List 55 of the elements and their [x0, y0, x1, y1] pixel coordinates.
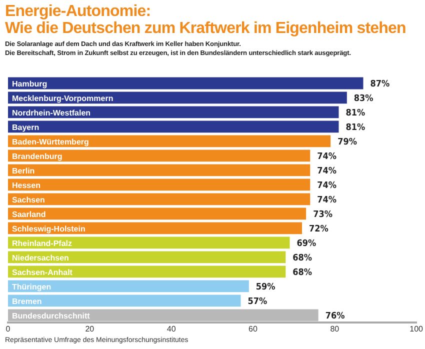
data-label: 83% [354, 94, 374, 104]
bar [8, 309, 318, 322]
y-tick-label: Baden-Württemberg [12, 137, 90, 146]
bar [8, 294, 241, 307]
data-label: 69% [296, 239, 316, 250]
y-tick-label: Bremen [12, 296, 42, 306]
data-label: 68% [292, 268, 312, 278]
bar [8, 120, 339, 133]
data-label: 81% [346, 108, 366, 119]
data-label: 57% [248, 297, 268, 308]
y-tick-label: Rheinland-Pfalz [12, 238, 72, 248]
bar [8, 77, 364, 90]
data-label: 68% [292, 254, 312, 264]
data-label: 76% [325, 311, 345, 322]
data-label: 59% [256, 282, 276, 293]
y-tick-label: Hessen [12, 180, 41, 190]
y-tick-label: Hamburg [12, 79, 48, 88]
bar [8, 178, 310, 191]
x-tick-label: 40 [166, 324, 176, 334]
y-tick-label: Saarland [12, 210, 46, 219]
data-label: 74% [317, 152, 337, 162]
chart-title: Energie-Autonomie: Wie die Deutschen zum Kraftwerk im Eigenheim stehen [5, 3, 407, 37]
y-tick-label: Bayern [12, 122, 40, 132]
bar [8, 251, 286, 264]
x-tick-label: 80 [330, 324, 340, 334]
data-label: 79% [338, 138, 357, 148]
bar [8, 222, 302, 234]
x-tick-label: 0 [6, 324, 11, 334]
data-label: 74% [317, 181, 337, 192]
data-label: 74% [317, 166, 337, 177]
y-tick-label: Thüringen [12, 282, 52, 292]
y-tick-label: Brandenburg [12, 152, 62, 161]
data-label: 74% [317, 196, 337, 206]
x-tick-label: 20 [85, 324, 95, 334]
bar [8, 266, 286, 278]
y-tick-label: Niedersachsen [12, 253, 70, 262]
bar [8, 236, 290, 249]
data-label: 73% [313, 210, 332, 220]
data-label: 72% [308, 224, 328, 235]
y-tick-label: Bundesdurchschnitt [12, 311, 90, 320]
x-tick-label: 100 [410, 324, 424, 334]
y-tick-label: Schleswig-Holstein [12, 224, 86, 234]
y-tick-label: Mecklenburg-Vorpommern [12, 94, 114, 103]
y-tick-label: Berlin [12, 166, 35, 176]
bar [8, 150, 310, 162]
bar [8, 208, 306, 220]
bar [8, 280, 249, 292]
bar [8, 164, 310, 176]
data-label: 81% [346, 123, 366, 134]
y-tick-label: Sachsen [12, 195, 46, 204]
x-tick-label: 60 [248, 324, 258, 334]
data-label: 87% [370, 80, 390, 90]
bar [8, 193, 310, 206]
y-tick-label: Sachsen-Anhalt [12, 268, 73, 277]
y-tick-label: Nordrhein-Westfalen [12, 108, 91, 118]
